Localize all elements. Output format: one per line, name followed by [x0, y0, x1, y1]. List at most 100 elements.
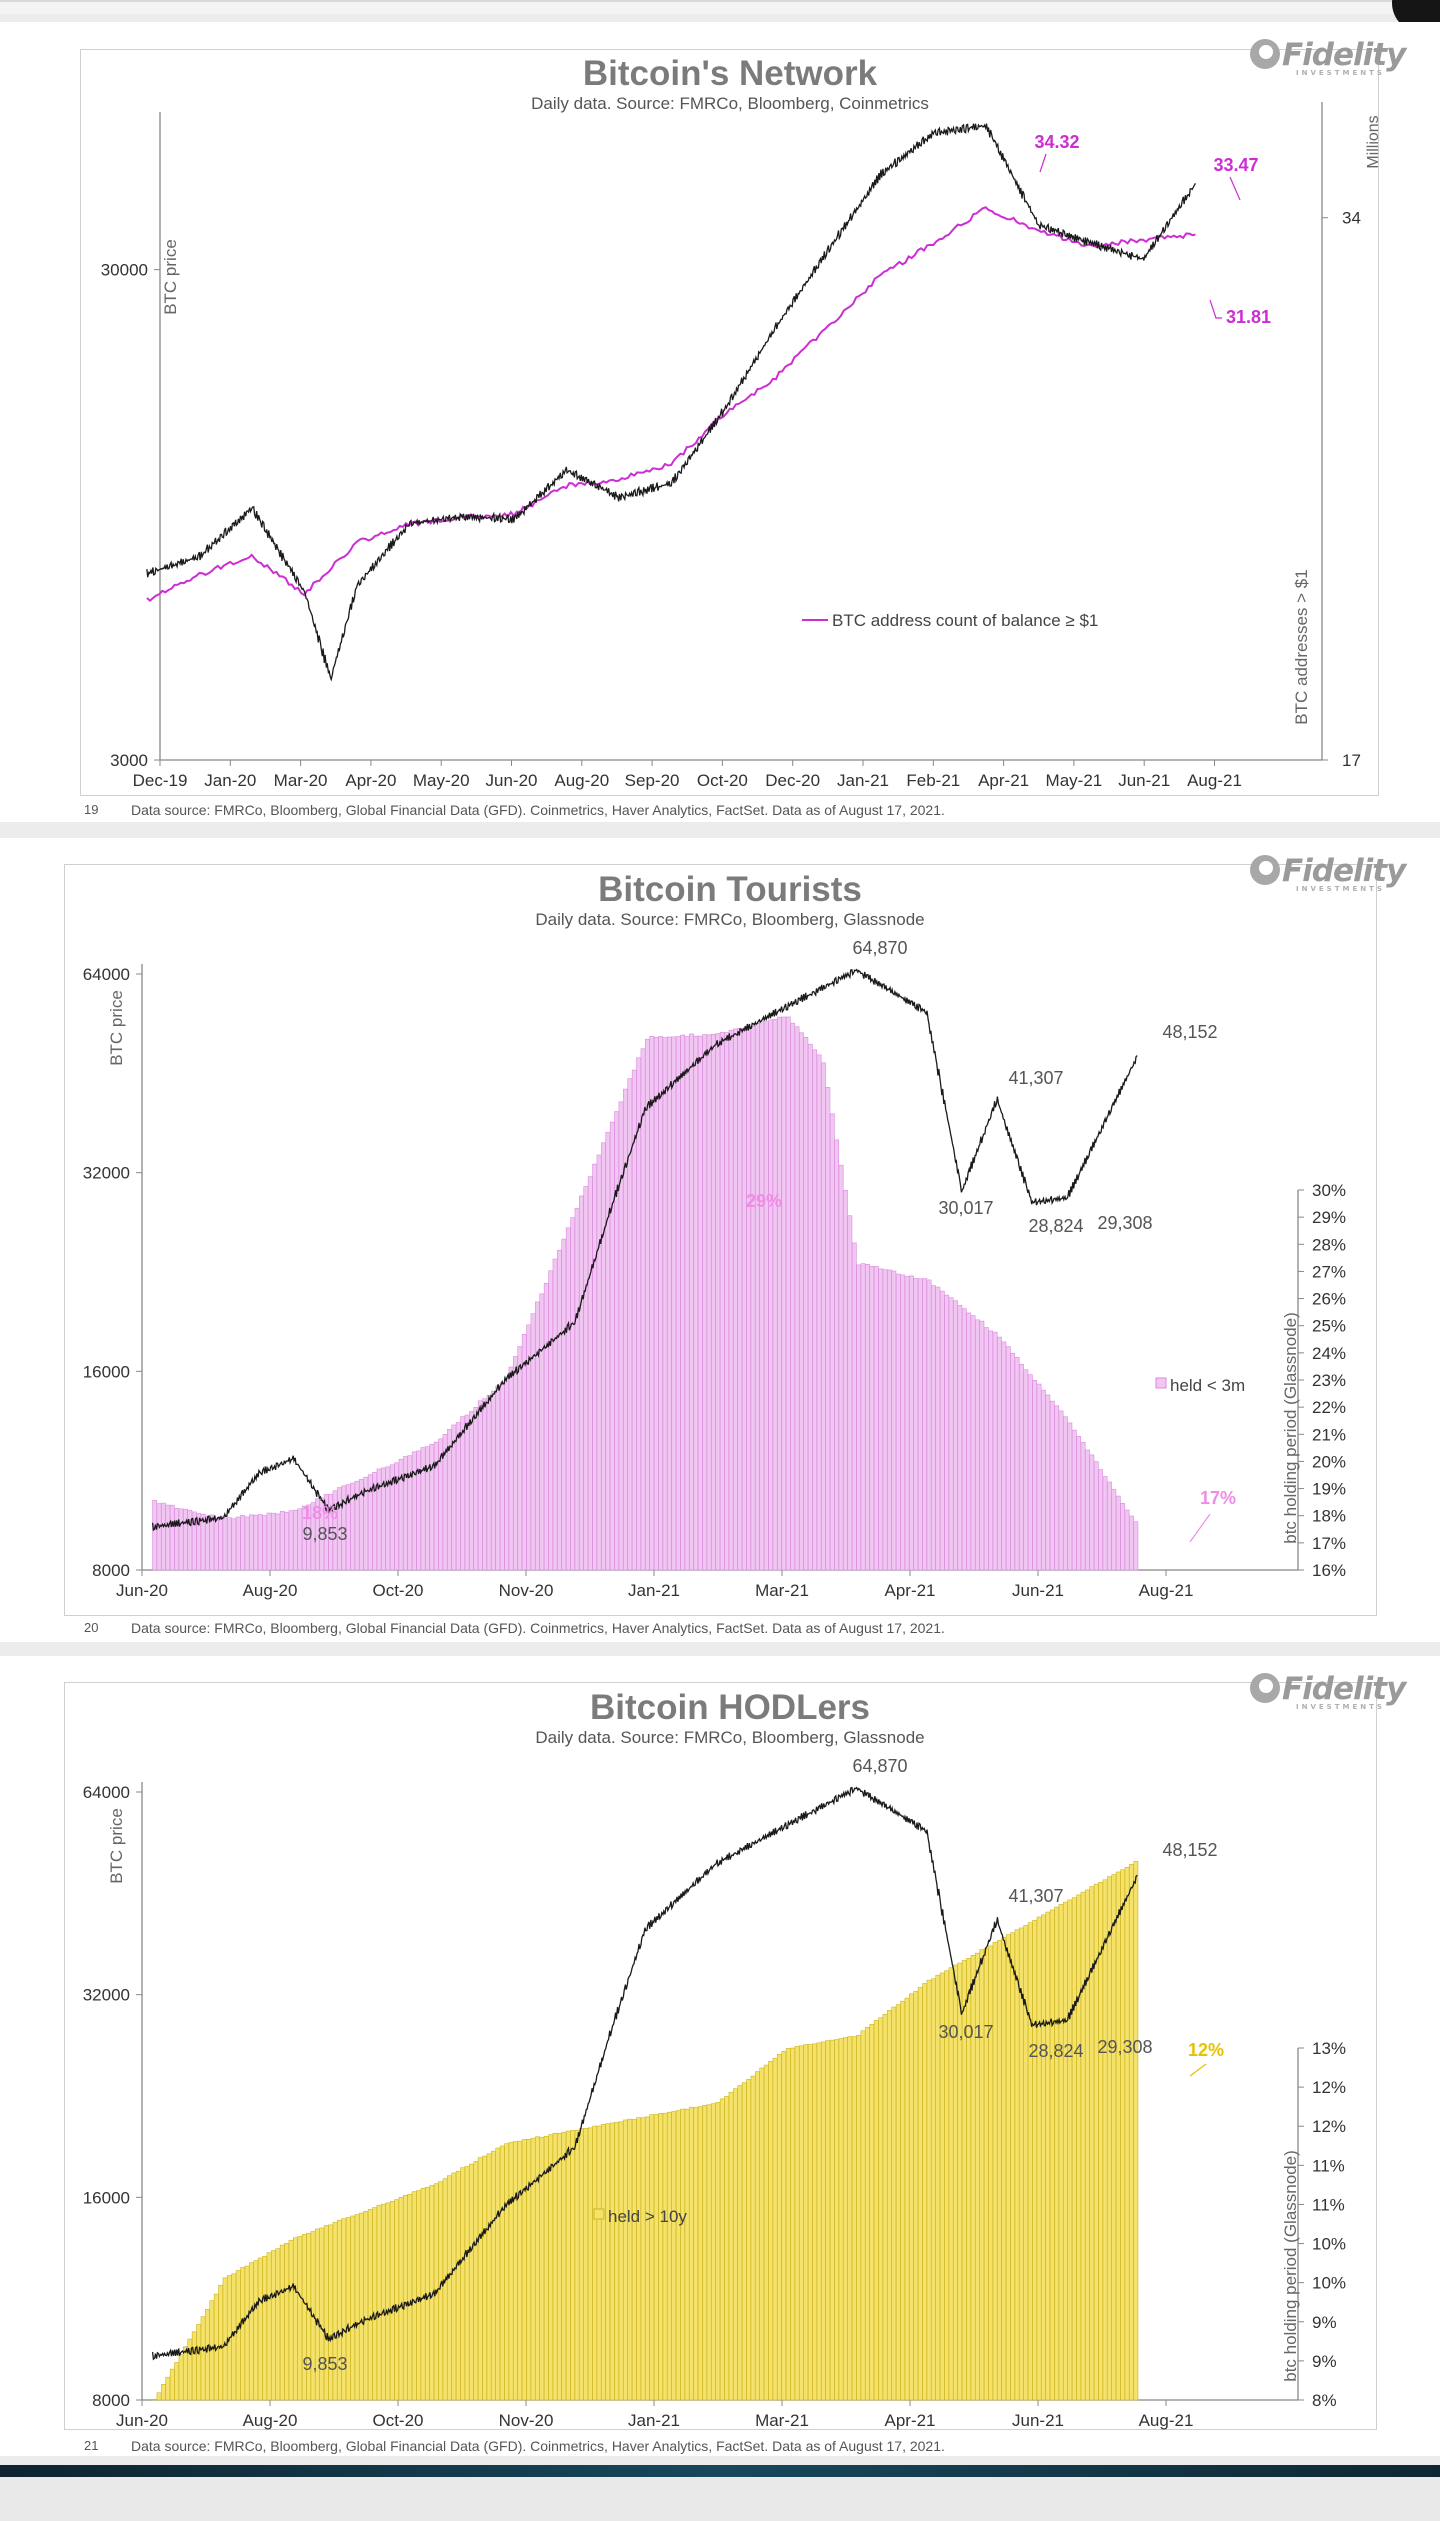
bar	[750, 2075, 756, 2401]
address-count-line	[146, 206, 1196, 603]
bar	[508, 1366, 514, 1571]
bar	[763, 2064, 769, 2401]
bar	[596, 1154, 602, 1571]
bar	[284, 1511, 290, 1571]
bar	[623, 2119, 628, 2401]
bar	[711, 1033, 716, 1571]
bar	[917, 1278, 923, 1571]
bar	[860, 2030, 866, 2401]
bar	[926, 1279, 932, 1571]
bar	[1120, 1869, 1126, 2401]
page-number: 20	[84, 1620, 99, 1635]
bar	[997, 1940, 1002, 2401]
x-tick-label: Aug-21	[1187, 771, 1242, 790]
bar	[253, 1514, 259, 1571]
bar	[499, 2145, 505, 2401]
bar	[473, 1406, 479, 1571]
bar	[205, 1515, 210, 1571]
bar	[957, 1305, 963, 1571]
bar	[618, 2121, 624, 2401]
bar	[451, 2172, 457, 2401]
bar	[834, 2039, 840, 2401]
bar	[205, 2309, 210, 2401]
y2-tick-label: 34	[1342, 209, 1361, 228]
y2-tick-label: 28%	[1312, 1235, 1346, 1254]
fidelity-logo: Fidelity INVESTMENTS	[1250, 853, 1406, 893]
bar	[865, 2026, 870, 2401]
data-label: 29,308	[1097, 1213, 1152, 1233]
page-number: 19	[84, 802, 99, 817]
bar	[579, 2128, 584, 2401]
bar	[605, 1132, 611, 1571]
bar	[649, 1035, 655, 1571]
bar	[838, 1164, 844, 1571]
bar	[152, 1500, 158, 1571]
bar	[913, 1990, 919, 2401]
bar	[909, 1275, 914, 1571]
bar	[983, 1327, 989, 1571]
y-tick-label: 64000	[83, 965, 130, 984]
fidelity-pyramid-icon	[1250, 855, 1280, 885]
bar	[794, 1026, 800, 1571]
bar	[609, 2122, 615, 2401]
bar	[931, 1285, 936, 1571]
data-label: 48,152	[1162, 1840, 1217, 1860]
bar	[1115, 1495, 1121, 1571]
data-label: 9,853	[302, 2354, 347, 2374]
y2-tick-label: 30%	[1312, 1181, 1346, 1200]
bar	[359, 2212, 364, 2401]
x-tick-label: Jun-21	[1012, 2411, 1064, 2430]
legend-label: held > 10y	[608, 2207, 687, 2226]
data-source-note: Data source: FMRCo, Bloomberg, Global Fi…	[131, 1620, 945, 1636]
bar	[416, 1450, 422, 1571]
slide-bitcoin-network: Fidelity INVESTMENTS Bitcoin's Network Da…	[0, 22, 1440, 822]
y2-axis-title: btc holding period (Glassnode)	[1281, 2150, 1300, 2382]
bar	[218, 2284, 224, 2401]
bar	[165, 2376, 171, 2401]
bar	[900, 1274, 906, 1571]
bar	[671, 1036, 677, 1571]
bar	[491, 1390, 496, 1571]
bar	[983, 1948, 989, 2401]
bar	[772, 1019, 778, 1571]
bar	[381, 2203, 386, 2401]
bar	[438, 2181, 444, 2401]
bar	[1005, 1346, 1011, 1571]
bar	[420, 2187, 426, 2401]
bar	[191, 2331, 197, 2401]
bar	[1054, 1906, 1060, 2401]
bar	[447, 2175, 452, 2401]
bar	[231, 1518, 237, 1571]
x-tick-label: May-21	[1046, 771, 1103, 790]
previous-slide-edge	[0, 0, 1440, 14]
bar	[702, 2104, 708, 2401]
bar	[684, 2108, 690, 2401]
bar	[816, 2042, 822, 2401]
bar	[301, 2234, 307, 2401]
bar	[372, 2207, 378, 2401]
x-tick-label: Oct-20	[697, 771, 748, 790]
bar	[697, 1035, 703, 1571]
chart-title: Bitcoin HODLers	[589, 1688, 871, 1727]
bar	[350, 2215, 356, 2401]
x-tick-label: Mar-20	[274, 771, 328, 790]
bar	[728, 1029, 734, 1571]
bar	[825, 1087, 831, 1571]
bar	[601, 1142, 606, 1571]
bar	[1001, 1937, 1007, 2401]
bar	[1049, 1909, 1055, 2401]
bar	[416, 2190, 422, 2401]
bar	[1071, 1897, 1077, 2401]
bar	[477, 1400, 483, 1571]
bar	[1001, 1341, 1007, 1571]
bar	[306, 2232, 312, 2401]
bar	[755, 2071, 760, 2401]
bar	[1107, 1481, 1112, 1571]
bar	[1124, 1866, 1130, 2401]
slide-bitcoin-hodlers: Fidelity INVESTMENTS Bitcoin HODLers Dail…	[0, 1656, 1440, 2456]
y2-axis-title: BTC addresses > $1	[1292, 569, 1311, 724]
bar	[812, 2043, 818, 2401]
y2-tick-label: 8%	[1312, 2391, 1337, 2410]
data-label: 12%	[1188, 2040, 1224, 2060]
x-tick-label: Aug-20	[554, 771, 609, 790]
